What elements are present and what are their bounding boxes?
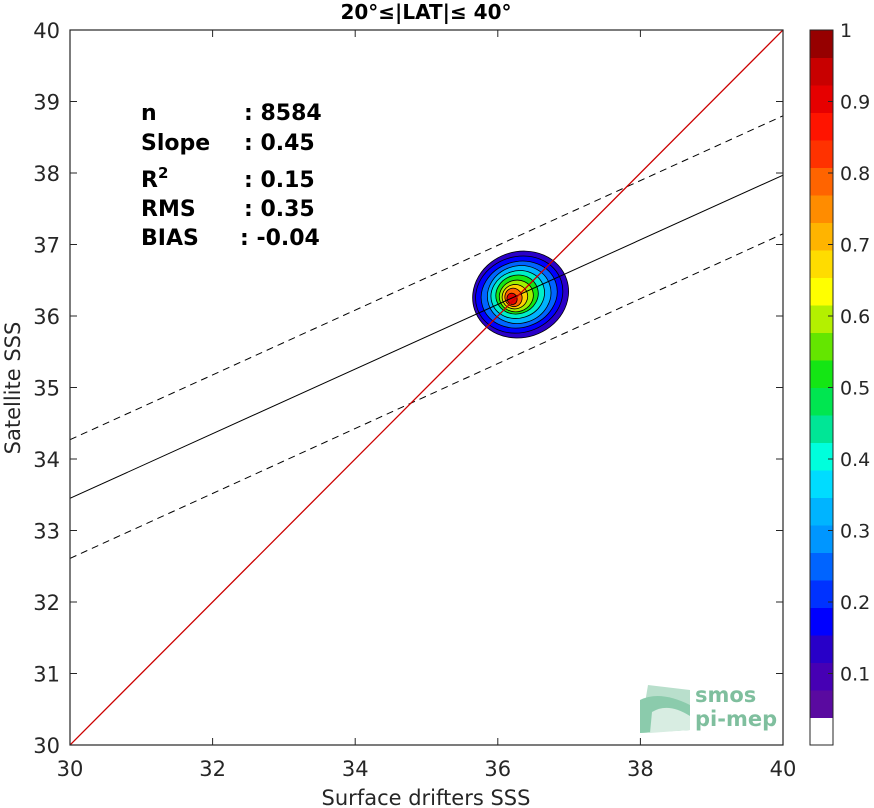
upper-bound-line xyxy=(70,115,783,441)
colorbar-tick-label: 0.7 xyxy=(840,235,870,257)
colorbar-tick-label: 1 xyxy=(840,20,852,42)
y-tick-label: 33 xyxy=(33,520,60,544)
stat-value: : 0.45 xyxy=(244,131,315,156)
colorbar-segment xyxy=(810,470,833,498)
y-tick-label: 32 xyxy=(33,591,60,615)
y-axis-ticks: 30 31 32 33 34 35 36 37 38 39 40 xyxy=(33,19,783,758)
stat-label: RMS xyxy=(141,197,196,222)
colorbar-segment xyxy=(810,57,833,86)
y-tick-label: 34 xyxy=(33,448,60,472)
colorbar-segment xyxy=(810,662,833,691)
stat-value: : 0.15 xyxy=(244,168,315,193)
colorbar-tick-label: 0.6 xyxy=(840,306,870,328)
colorbar-segment xyxy=(810,387,833,416)
colorbar-tick-label: 0.5 xyxy=(840,378,870,400)
y-tick-label: 38 xyxy=(33,162,60,186)
reference-lines xyxy=(70,30,783,745)
colorbar-tick-label: 0.9 xyxy=(840,92,870,114)
colorbar-segment xyxy=(810,525,833,553)
colorbar-segment xyxy=(810,415,833,443)
stat-value: : 8584 xyxy=(244,101,322,126)
colorbar-segment xyxy=(810,85,833,113)
chart-title: 20°≤|LAT|≤ 40° xyxy=(340,0,511,24)
colorbar-segment xyxy=(810,195,833,223)
colorbar-segment xyxy=(810,442,833,471)
logo-mark-icon xyxy=(640,685,690,733)
stat-label: n xyxy=(141,101,157,126)
colorbar-segment xyxy=(810,497,833,526)
colorbar-segment xyxy=(810,552,833,581)
one-to-one-line xyxy=(70,30,783,745)
stat-label: Slope xyxy=(141,131,210,156)
x-tick-label: 38 xyxy=(627,757,654,781)
y-tick-label: 35 xyxy=(33,377,60,401)
x-tick-label: 32 xyxy=(199,757,226,781)
colorbar-segment xyxy=(810,140,833,168)
y-tick-label: 36 xyxy=(33,305,60,329)
colorbar-segment xyxy=(810,332,833,361)
colorbar-tick-label: 0.4 xyxy=(840,449,870,471)
x-axis-ticks: 30 32 34 36 38 40 xyxy=(57,30,797,781)
logo-text-smos: smos xyxy=(695,683,756,707)
x-tick-label: 34 xyxy=(342,757,369,781)
colorbar-segment xyxy=(810,607,833,636)
colorbar-segment xyxy=(810,30,833,58)
colorbar-tick-label: 0.3 xyxy=(840,521,870,543)
y-axis-label: Satellite SSS xyxy=(1,322,25,455)
colorbar-segment xyxy=(810,277,833,306)
colorbar-segment xyxy=(810,112,833,141)
colorbar-segment xyxy=(810,690,833,718)
colorbar-segment xyxy=(810,305,833,333)
colorbar-tick-label: 0.2 xyxy=(840,592,870,614)
y-tick-label: 31 xyxy=(33,663,60,687)
colorbar-segment xyxy=(810,222,833,251)
colorbar-segment xyxy=(810,635,833,663)
plot-area: 30 32 34 36 38 40 30 31 32 33 34 35 36 37 38 39 40 xyxy=(33,19,796,781)
colorbar-segment xyxy=(810,250,833,278)
stat-label: BIAS xyxy=(141,226,199,251)
regression-line xyxy=(70,174,783,499)
colorbar-segment xyxy=(810,717,833,746)
x-axis-label: Surface drifters SSS xyxy=(322,786,531,808)
logo-text-pimep: pi-mep xyxy=(695,707,777,731)
y-tick-label: 39 xyxy=(33,91,60,115)
smos-pi-mep-logo: smos pi-mep xyxy=(640,683,777,733)
colorbar-segment xyxy=(810,360,833,388)
colorbar-tick-label: 0.8 xyxy=(840,163,870,185)
colorbar-tick-label: 0.1 xyxy=(840,664,870,686)
x-tick-label: 40 xyxy=(770,757,797,781)
stat-value: : -0.04 xyxy=(240,226,320,251)
x-tick-label: 36 xyxy=(484,757,511,781)
colorbar-segment xyxy=(810,580,833,608)
colorbar-segment xyxy=(810,167,833,196)
x-tick-label: 30 xyxy=(57,757,84,781)
y-tick-label: 37 xyxy=(33,234,60,258)
y-tick-label: 30 xyxy=(33,734,60,758)
lower-bound-line xyxy=(70,233,783,559)
y-tick-label: 40 xyxy=(33,19,60,43)
stat-value: : 0.35 xyxy=(244,197,315,222)
colorbar: 0.1 0.2 0.3 0.4 0.5 0.6 0.7 0.8 0.9 1 xyxy=(809,20,870,746)
